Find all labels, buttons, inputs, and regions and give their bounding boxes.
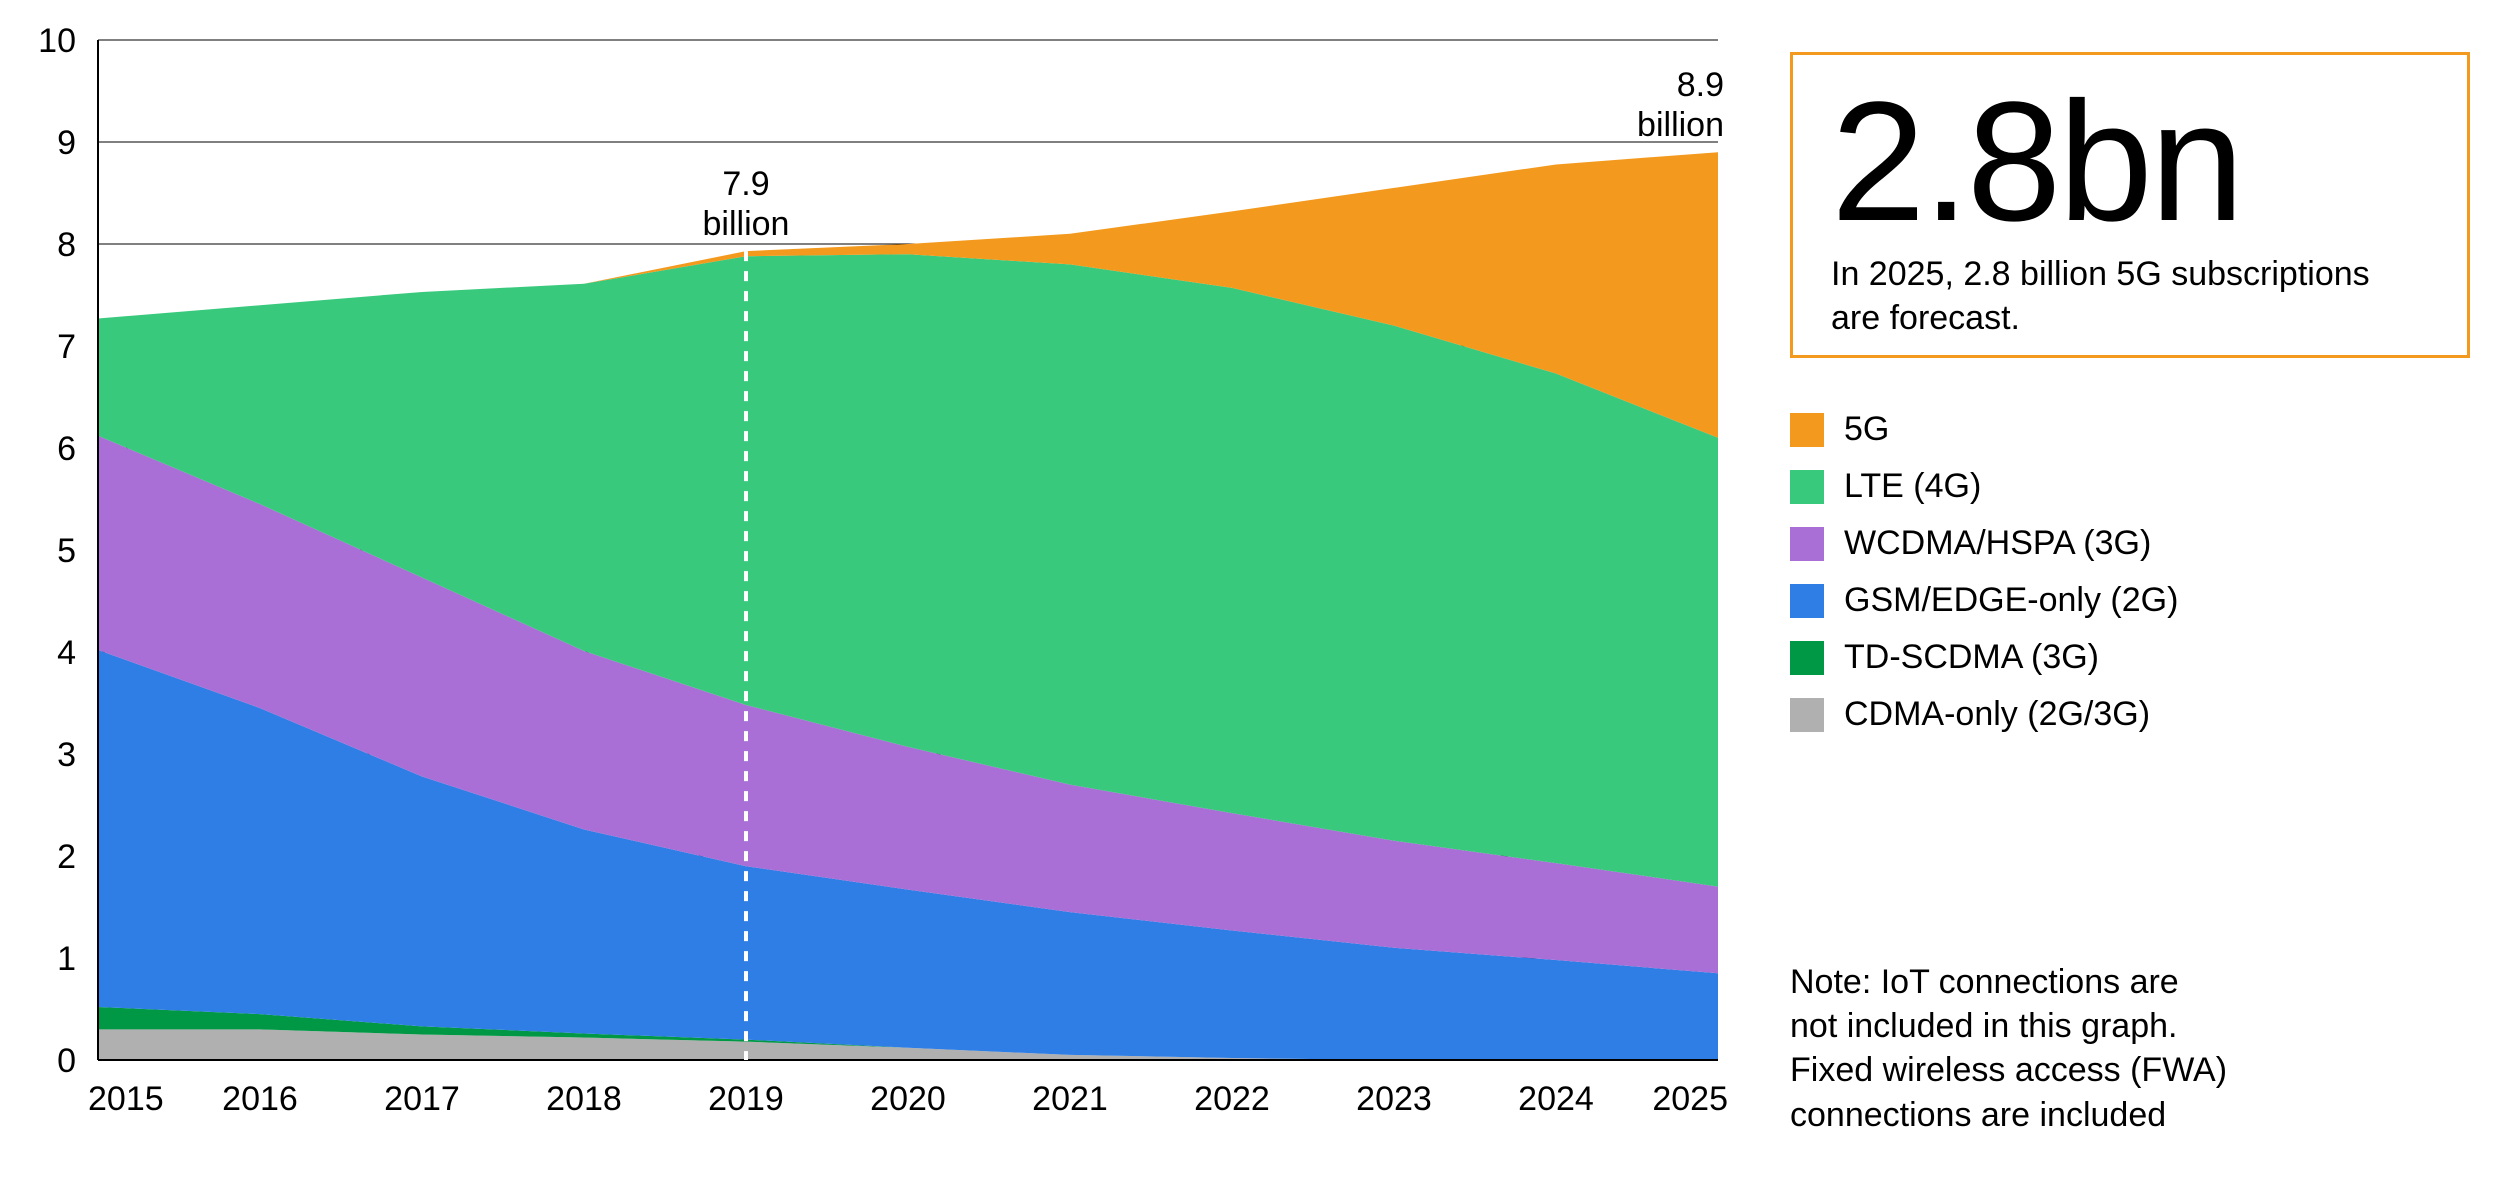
annotation-value: 8.9: [1677, 66, 1724, 104]
x-tick-label: 2025: [1652, 1080, 1728, 1118]
x-tick-label: 2023: [1356, 1080, 1432, 1118]
legend-swatch: [1790, 698, 1824, 732]
legend-item: CDMA-only (2G/3G): [1790, 695, 2178, 734]
y-tick-label: 8: [57, 226, 76, 264]
legend-swatch: [1790, 470, 1824, 504]
x-tick-label: 2017: [384, 1080, 460, 1118]
y-tick-label: 4: [57, 634, 76, 672]
legend-label: TD-SCDMA (3G): [1844, 638, 2099, 677]
annotation-unit: billion: [703, 205, 790, 243]
note-line4: connections are included: [1790, 1096, 2166, 1134]
legend-item: 5G: [1790, 410, 2178, 449]
x-tick-label: 2020: [870, 1080, 946, 1118]
y-tick-label: 0: [57, 1042, 76, 1080]
legend-label: WCDMA/HSPA (3G): [1844, 524, 2151, 563]
x-tick-label: 2024: [1518, 1080, 1594, 1118]
callout-value: 2.8bn: [1831, 73, 2429, 252]
y-tick-label: 5: [57, 532, 76, 570]
legend-label: 5G: [1844, 410, 1889, 449]
legend-label: CDMA-only (2G/3G): [1844, 695, 2150, 734]
legend-item: TD-SCDMA (3G): [1790, 638, 2178, 677]
legend-swatch: [1790, 584, 1824, 618]
legend: 5G LTE (4G) WCDMA/HSPA (3G) GSM/EDGE-only (…: [1790, 410, 2178, 752]
y-tick-label: 1: [57, 940, 76, 978]
callout-box: 2.8bn In 2025, 2.8 billion 5G subscripti…: [1790, 52, 2470, 358]
note-line3: Fixed wireless access (FWA): [1790, 1051, 2227, 1089]
x-tick-label: 2021: [1032, 1080, 1108, 1118]
y-tick-label: 10: [38, 22, 76, 60]
legend-item: GSM/EDGE-only (2G): [1790, 581, 2178, 620]
callout-line2: are forecast.: [1831, 299, 2020, 337]
note-line1: Note: IoT connections are: [1790, 963, 2179, 1001]
callout-text: In 2025, 2.8 billion 5G subscriptions ar…: [1831, 252, 2429, 340]
y-tick-label: 7: [57, 328, 76, 366]
annotation-unit: billion: [1637, 106, 1724, 144]
page-root: 0 1 2 3 4 5 6 7 8 9 10 2015 2016 2017 2018 2019 2020 2021…: [0, 0, 2500, 1181]
stacked-area-chart: 0 1 2 3 4 5 6 7 8 9 10 2015 2016 2017 2018 2019 2020 2021…: [0, 0, 1770, 1181]
callout-line1: In 2025, 2.8 billion 5G subscriptions: [1831, 255, 2370, 293]
legend-swatch: [1790, 413, 1824, 447]
y-tick-label: 3: [57, 736, 76, 774]
x-tick-label: 2016: [222, 1080, 298, 1118]
y-tick-label: 2: [57, 838, 76, 876]
footnote: Note: IoT connections are not included i…: [1790, 960, 2227, 1137]
legend-swatch: [1790, 527, 1824, 561]
legend-label: GSM/EDGE-only (2G): [1844, 581, 2178, 620]
y-tick-label: 9: [57, 124, 76, 162]
x-tick-label: 2022: [1194, 1080, 1270, 1118]
note-line2: not included in this graph.: [1790, 1007, 2177, 1045]
legend-item: LTE (4G): [1790, 467, 2178, 506]
y-tick-label: 6: [57, 430, 76, 468]
x-tick-label: 2015: [88, 1080, 164, 1118]
legend-item: WCDMA/HSPA (3G): [1790, 524, 2178, 563]
annotation-value: 7.9: [722, 165, 769, 203]
legend-swatch: [1790, 641, 1824, 675]
x-tick-label: 2019: [708, 1080, 784, 1118]
x-tick-label: 2018: [546, 1080, 622, 1118]
legend-label: LTE (4G): [1844, 467, 1981, 506]
